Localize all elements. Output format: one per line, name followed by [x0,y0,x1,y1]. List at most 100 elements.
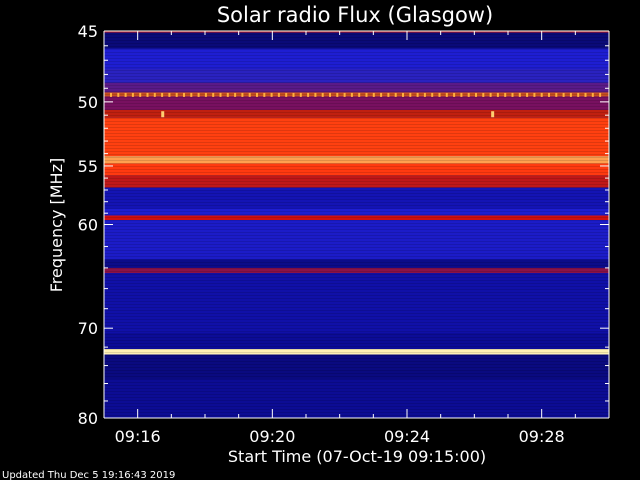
texture-line [104,139,609,140]
texture-line [104,196,609,197]
texture-line [104,82,609,83]
texture-line [104,109,609,110]
texture-line [104,142,609,143]
interference-dot [569,92,572,97]
interference-dot [453,92,456,97]
texture-line [104,373,609,374]
interference-dot [110,92,112,97]
texture-line [104,304,609,305]
texture-line [104,106,609,107]
burst-spike [491,111,495,118]
interference-dot [438,92,441,97]
texture-line [104,127,609,128]
interference-dot [526,92,529,97]
texture-line [104,358,609,359]
texture-line [104,241,609,242]
texture-line [104,148,609,149]
texture-line [104,133,609,134]
texture-line [104,238,609,239]
spectrum-band [104,332,609,349]
texture-line [104,154,609,155]
spectrum-band [104,273,609,333]
texture-line [104,319,609,320]
texture-line [104,214,609,215]
texture-line [104,205,609,206]
texture-line [104,88,609,89]
texture-line [104,331,609,332]
interference-dot [518,92,521,97]
texture-line [104,289,609,290]
texture-line [104,175,609,176]
interference-dot [226,92,229,97]
texture-line [104,403,609,404]
texture-line [104,388,609,389]
texture-line [104,151,609,152]
interference-dot [555,92,558,97]
interference-dot [343,92,346,97]
texture-line [104,346,609,347]
spectrum-band [104,208,609,216]
texture-line [104,55,609,56]
texture-line [104,343,609,344]
interference-dot [299,92,302,97]
texture-line [104,232,609,233]
interference-dot [117,92,120,97]
texture-line [104,367,609,368]
texture-line [104,85,609,86]
texture-line [104,73,609,74]
texture-line [104,379,609,380]
spectrum-band [104,354,609,380]
texture-line [104,280,609,281]
texture-line [104,262,609,263]
texture-line [104,94,609,95]
texture-line [104,310,609,311]
x-tick-label: 09:20 [249,427,295,446]
texture-line [104,391,609,392]
interference-dot [314,92,317,97]
spectrum-band [104,379,609,418]
interference-dot [307,92,310,97]
burst-spike [161,111,165,118]
texture-line [104,184,609,185]
texture-line [104,283,609,284]
interference-dot [204,92,207,97]
texture-line [104,211,609,212]
interference-dot [475,92,477,97]
spectrum-band [104,117,609,157]
texture-line [104,322,609,323]
x-tick-label: 09:24 [384,427,430,446]
texture-line [104,376,609,377]
texture-line [104,394,609,395]
texture-line [104,259,609,260]
texture-line [104,412,609,413]
texture-line [104,268,609,269]
texture-line [104,253,609,254]
y-tick-label: 45 [78,22,98,41]
spectrum-band [104,215,609,221]
interference-dot [416,92,419,97]
spectrum-band [104,267,609,274]
texture-line [104,361,609,362]
texture-line [104,76,609,77]
texture-line [104,163,609,164]
interference-dot [599,92,602,97]
interference-dot [248,92,251,97]
x-axis-label: Start Time (07-Oct-19 09:15:00) [228,447,486,466]
interference-dot [591,92,594,97]
texture-line [104,286,609,287]
texture-line [104,187,609,188]
texture-line [104,91,609,92]
interference-dot [219,92,222,97]
y-axis-label: Frequency [MHz] [47,158,66,292]
y-tick-label: 55 [78,157,98,176]
texture-line [104,208,609,209]
texture-line [104,157,609,158]
texture-line [104,256,609,257]
interference-dot [394,92,397,97]
spectrum-band [104,68,609,83]
texture-line [104,277,609,278]
texture-line [104,250,609,251]
texture-line [104,169,609,170]
texture-line [104,349,609,350]
